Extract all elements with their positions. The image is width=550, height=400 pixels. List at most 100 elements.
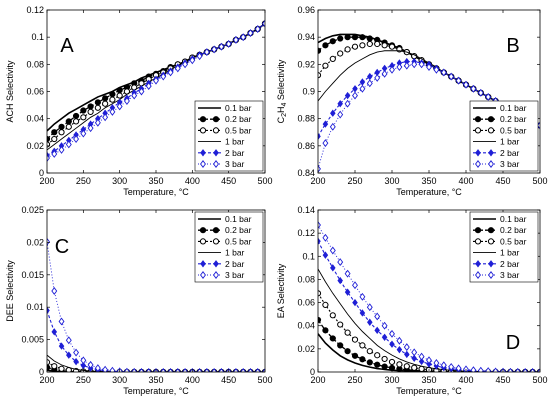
data-point — [72, 112, 80, 120]
data-point — [218, 368, 225, 372]
x-axis-label: Temperature, °C — [123, 386, 189, 396]
data-point — [433, 65, 440, 74]
data-point — [116, 87, 123, 94]
data-point — [426, 356, 432, 365]
data-point — [109, 91, 116, 98]
data-point — [218, 42, 225, 51]
data-point — [396, 345, 403, 354]
data-point — [404, 350, 410, 359]
data-point — [344, 269, 351, 278]
data-point — [366, 348, 373, 355]
data-point — [87, 124, 94, 133]
x-tick-label: 500 — [257, 176, 272, 186]
x-tick-label: 450 — [221, 375, 236, 385]
legend-item: 0.2 bar — [198, 225, 252, 235]
y-tick-label: 0.86 — [297, 141, 315, 151]
legend-marker — [487, 227, 495, 234]
data-point — [211, 368, 218, 372]
data-point — [51, 135, 58, 143]
data-point — [411, 364, 418, 371]
legend-item: 0.5 bar — [473, 125, 527, 135]
data-point — [73, 348, 80, 357]
x-tick-label: 300 — [112, 375, 127, 385]
legend-marker — [475, 271, 481, 279]
x-tick-label: 500 — [532, 176, 547, 186]
data-point — [359, 309, 366, 317]
x-tick-label: 350 — [148, 375, 163, 385]
data-point — [337, 50, 344, 57]
panel-b: 200 250 300 350 400 450 500 0.84 0.86 0.88 0.9 0.92… — [276, 5, 548, 197]
data-point — [58, 342, 65, 350]
legend-marker — [487, 116, 495, 123]
data-point — [58, 129, 65, 136]
x-tick-label: 200 — [310, 176, 325, 186]
data-point — [381, 42, 388, 49]
legend-label: 1 bar — [225, 137, 245, 147]
y-tick-label: 0.04 — [26, 114, 44, 124]
legend-item: 3 bar — [473, 159, 520, 169]
data-point — [433, 359, 440, 367]
data-point — [337, 342, 344, 349]
data-point — [366, 359, 373, 366]
data-point — [359, 42, 366, 49]
data-point — [322, 139, 329, 148]
y-tick-label: 0.02 — [26, 237, 44, 247]
data-point — [318, 132, 321, 141]
data-point — [359, 84, 366, 93]
panel-letter: B — [506, 35, 519, 57]
legend-marker — [474, 116, 482, 123]
data-point — [174, 64, 181, 73]
y-tick-label: 0.94 — [297, 32, 315, 42]
legend-item: 2 bar — [198, 259, 245, 269]
data-point — [322, 251, 329, 259]
y-tick-label: 0 — [310, 367, 315, 377]
legend-box — [469, 211, 539, 283]
data-point — [322, 62, 329, 69]
legend-label: 2 bar — [225, 148, 245, 158]
data-point — [65, 336, 72, 345]
data-point — [344, 288, 351, 296]
x-tick-label: 500 — [532, 375, 547, 385]
data-point — [47, 237, 50, 246]
data-point — [396, 336, 403, 345]
legend-item: 2 bar — [473, 148, 520, 158]
data-point — [396, 361, 403, 368]
x-tick-label: 300 — [384, 176, 399, 186]
data-point — [507, 367, 514, 372]
data-point — [329, 246, 336, 255]
data-point — [73, 135, 80, 143]
data-point — [359, 342, 366, 349]
panel-letter: D — [506, 332, 520, 354]
legend-item: 0.1 bar — [473, 214, 527, 224]
x-axis-label: Temperature, °C — [123, 187, 189, 197]
data-point — [109, 96, 116, 103]
y-tick-label: 0.02 — [297, 344, 315, 354]
data-point — [322, 42, 329, 49]
data-point — [381, 321, 388, 330]
legend-label: 3 bar — [225, 159, 245, 169]
legend-item: 0.1 bar — [198, 214, 252, 224]
data-point — [344, 46, 351, 53]
data-point — [337, 35, 344, 42]
data-point — [389, 340, 395, 348]
data-point — [102, 365, 109, 372]
y-tick-label: 0.06 — [26, 87, 44, 97]
data-point — [344, 329, 351, 336]
data-point — [381, 69, 388, 78]
data-point — [138, 368, 145, 372]
legend-label: 0.1 bar — [225, 103, 252, 113]
data-point — [247, 368, 254, 372]
data-point — [381, 355, 388, 363]
data-point — [411, 60, 418, 69]
data-point — [322, 327, 329, 334]
x-tick-label: 450 — [495, 176, 510, 186]
data-point — [182, 368, 189, 372]
data-point — [80, 361, 87, 370]
data-point — [247, 29, 254, 38]
legend-marker — [474, 238, 482, 245]
legend-label: 0.2 bar — [500, 225, 527, 235]
data-point — [492, 367, 499, 372]
data-point — [102, 100, 109, 107]
legend-marker — [474, 227, 482, 234]
data-point — [374, 326, 380, 335]
